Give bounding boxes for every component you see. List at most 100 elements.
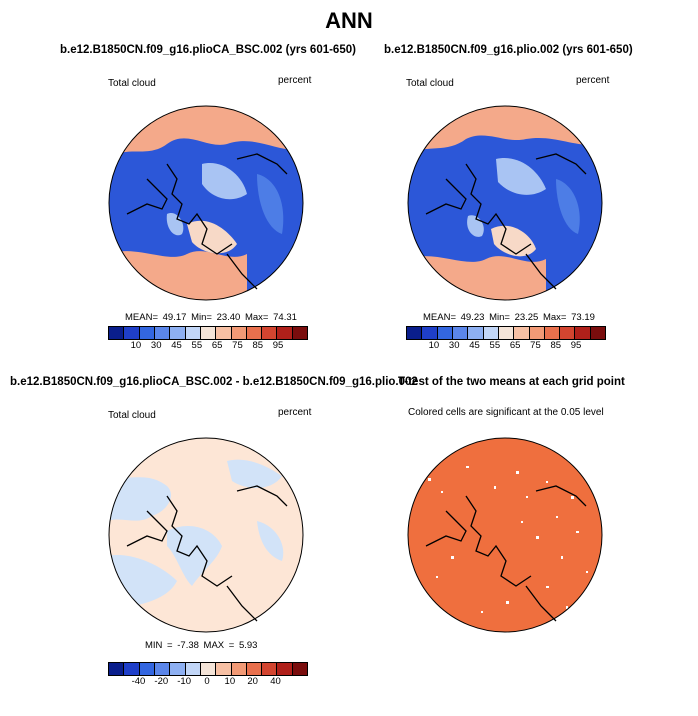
- map-ttest-border: [407, 437, 603, 633]
- colorbar-swatch: [231, 327, 247, 339]
- coastline: [425, 178, 467, 215]
- colorbar-tick-label: -10: [177, 676, 192, 687]
- colorbar-tick-label: 85: [550, 340, 562, 351]
- coastline: [465, 163, 532, 255]
- colorbar-tick-label: 75: [530, 340, 541, 351]
- colorbar-swatch: [216, 663, 232, 675]
- map-ctrl-region: [202, 163, 247, 200]
- colorbar-tick-label: 95: [570, 340, 582, 351]
- map-exp-region: [556, 179, 580, 234]
- stats-min-label: Min=: [191, 312, 212, 323]
- stats-max-label: Max=: [244, 312, 269, 323]
- map-exp: [407, 105, 603, 301]
- colorbar-tick-label: 45: [469, 340, 480, 351]
- panel-diff-units: percent: [278, 407, 312, 418]
- colorbar-exp: [406, 326, 606, 340]
- colorbar-swatch: [292, 327, 308, 339]
- coastline: [226, 585, 258, 622]
- colorbar-swatch: [216, 327, 232, 339]
- colorbar-swatch: [452, 327, 469, 339]
- colorbar-tick-label: 40: [270, 676, 281, 687]
- colorbar-swatch: [124, 663, 140, 675]
- colorbar-swatch: [139, 327, 155, 339]
- colorbar-tick-label: 30: [150, 340, 162, 351]
- colorbar-tick-label: 0: [204, 676, 210, 687]
- stats-max-label: Max=: [542, 312, 567, 323]
- colorbar-swatch: [109, 663, 125, 675]
- map-exp-border: [407, 105, 603, 301]
- panel-diff-variable: Total cloud: [108, 410, 156, 421]
- coastline: [236, 153, 288, 175]
- colorbar-tick-label: 10: [428, 340, 440, 351]
- map-ttest: [407, 437, 603, 633]
- panel-exp-units: percent: [576, 75, 610, 86]
- stats-mean: 49.23: [460, 312, 485, 323]
- colorbar-swatch: [262, 663, 278, 675]
- stats-max-label: MAX =: [203, 640, 235, 651]
- panel-diff-title: b.e12.B1850CN.f09_g16.plioCA_BSC.002 - b…: [10, 376, 418, 388]
- colorbar-swatch: [185, 327, 201, 339]
- colorbar-swatch: [231, 663, 247, 675]
- colorbar-swatch: [185, 663, 201, 675]
- colorbar-swatch: [422, 327, 438, 339]
- colorbar-tick-label: 10: [224, 676, 236, 687]
- coastline: [525, 585, 557, 622]
- stats-max: 74.31: [273, 312, 297, 323]
- colorbar-swatch: [468, 327, 484, 339]
- colorbar-tick-label: 85: [252, 340, 264, 351]
- colorbar-swatch: [109, 327, 125, 339]
- panel-ctrl-stats: MEAN= 49.17 Min= 23.40 Max= 74.31: [125, 312, 297, 323]
- stats-min: -7.38: [177, 640, 199, 651]
- colorbar-tick-label: 30: [448, 340, 460, 351]
- colorbar-swatch: [246, 663, 263, 675]
- stats-max: 5.93: [238, 640, 258, 651]
- panel-exp-title: b.e12.B1850CN.f09_g16.plio.002 (yrs 601-…: [384, 44, 633, 56]
- coastline: [166, 163, 233, 255]
- coastline: [126, 510, 168, 547]
- panel-ctrl-title: b.e12.B1850CN.f09_g16.plioCA_BSC.002 (yr…: [60, 44, 356, 56]
- colorbar-tick-label: 55: [489, 340, 501, 351]
- coastline: [525, 253, 557, 290]
- stats-mean: 49.17: [162, 312, 187, 323]
- panel-ctrl-units: percent: [278, 75, 312, 86]
- stats-max: 73.19: [571, 312, 595, 323]
- map-diff-region: [257, 521, 284, 561]
- colorbar-swatch: [292, 663, 308, 675]
- colorbar-tick-label: 20: [247, 676, 258, 687]
- colorbar-swatch: [575, 327, 591, 339]
- panel-ttest-caption: Colored cells are significant at the 0.0…: [408, 407, 604, 418]
- colorbar-swatch: [262, 327, 278, 339]
- map-ctrl: [108, 105, 304, 301]
- coastline: [465, 495, 532, 587]
- colorbar-swatch: [124, 327, 140, 339]
- colorbar-swatch: [483, 327, 499, 339]
- map-ttest-insignificant-cells: [428, 466, 588, 613]
- colorbar-tick-label: 55: [191, 340, 203, 351]
- map-diff: [108, 437, 304, 633]
- coastline: [425, 510, 467, 547]
- coastline: [126, 178, 168, 215]
- panel-ctrl-variable: Total cloud: [108, 78, 156, 89]
- stats-mean-label: MEAN=: [125, 312, 158, 323]
- map-ctrl-region: [187, 220, 237, 254]
- colorbar-swatch: [170, 663, 186, 675]
- coastline: [166, 495, 233, 587]
- colorbar-swatch: [154, 327, 171, 339]
- colorbar-swatch: [277, 327, 293, 339]
- panel-diff-stats: MIN = -7.38 MAX = 5.93: [145, 640, 257, 651]
- colorbar-swatch: [246, 327, 263, 339]
- colorbar-swatch: [437, 327, 453, 339]
- map-diff-region: [227, 459, 282, 488]
- stats-mean-label: MEAN=: [423, 312, 456, 323]
- colorbar-swatch: [277, 663, 293, 675]
- map-diff-border: [108, 437, 304, 633]
- stats-min: 23.25: [514, 312, 539, 323]
- map-exp-region: [496, 158, 546, 195]
- map-ctrl-region: [109, 251, 247, 300]
- colorbar-swatch: [139, 663, 155, 675]
- colorbar-diff: [108, 662, 308, 676]
- stats-min: 23.40: [216, 312, 241, 323]
- colorbar-ctrl: [108, 326, 308, 340]
- map-diff-region: [109, 476, 171, 521]
- colorbar-tick-label: 45: [171, 340, 182, 351]
